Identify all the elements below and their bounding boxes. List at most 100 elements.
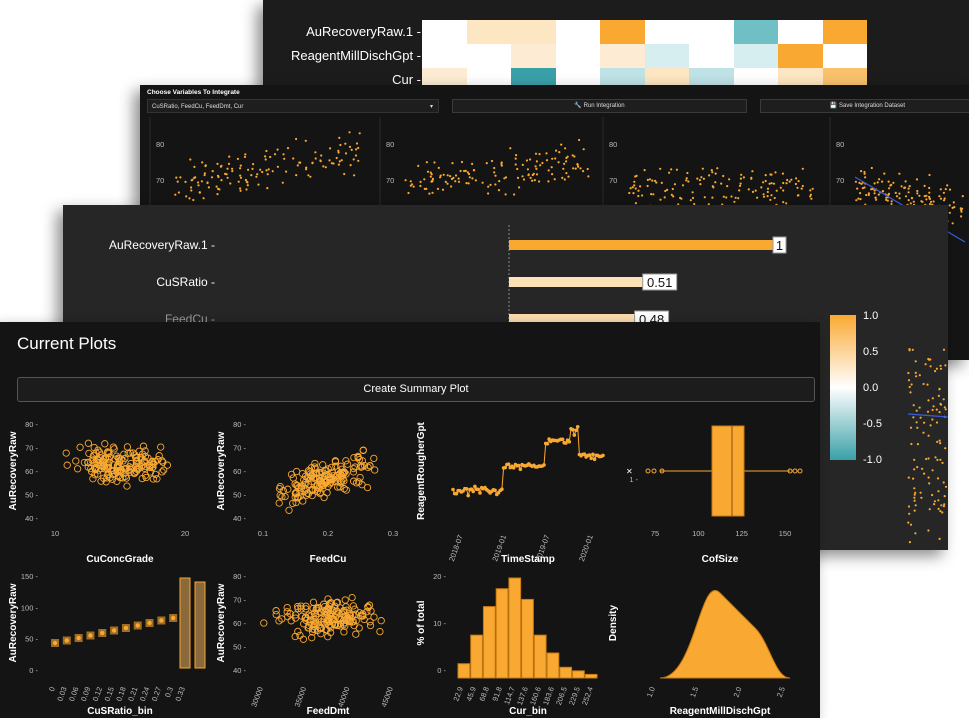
scatter-point (916, 189, 919, 193)
scatter-point (785, 202, 788, 205)
y-axis-label: AuRecoveryRaw (8, 583, 19, 662)
correlation-bar-group: CuSRatio - 0.51 (156, 273, 678, 291)
scatter-point (340, 159, 343, 162)
scatter-point (239, 167, 242, 170)
scatter-point (916, 466, 919, 469)
scatter-point (578, 138, 581, 142)
scatter-point (691, 196, 695, 200)
scatter-point (193, 165, 196, 168)
scatter-point (535, 167, 538, 170)
scatter-point (137, 453, 145, 462)
scatter-point (198, 191, 201, 194)
scatter-point (244, 153, 247, 156)
variable-select[interactable]: CuSRatio, FeedCu, FeedDmt, Cur ▾ (147, 99, 439, 113)
scatter-point (762, 181, 765, 184)
scatter-point (272, 610, 280, 619)
scatter-point (292, 498, 300, 507)
scatter-point (304, 473, 312, 481)
scatter-point (916, 426, 919, 429)
scatter-point (551, 173, 554, 176)
scatter-point (148, 457, 156, 465)
scatter-point (526, 168, 529, 171)
save-integration-button[interactable]: 💾 Save Integration Dataset (760, 99, 969, 113)
scatter-point (865, 193, 868, 197)
scatter-point (888, 187, 891, 190)
scatter-point (801, 167, 804, 170)
scatter-point (894, 191, 897, 194)
scatter-point (923, 195, 926, 198)
scatter-point (942, 398, 945, 401)
scatter-point (295, 174, 298, 177)
box-point (64, 638, 70, 643)
scatter-point (961, 195, 964, 198)
scatter-point (898, 192, 901, 195)
scatter-point (454, 174, 458, 177)
scatter-point (785, 182, 788, 185)
scatter-point (747, 188, 750, 191)
scatter-point (766, 190, 769, 194)
scatter-point (284, 485, 292, 493)
scatter-point (358, 132, 361, 135)
histogram-bar (572, 670, 585, 679)
scatter-point (935, 421, 939, 424)
scatter-point (925, 198, 928, 201)
scatter-point (80, 458, 89, 467)
scatter-point (943, 197, 946, 200)
scatter-point (231, 170, 234, 173)
scatter-point (541, 161, 544, 165)
scatter-point (873, 189, 876, 192)
scatter-point (371, 466, 379, 474)
scatter-point (907, 476, 910, 479)
scatter-point (94, 466, 103, 474)
scatter-point (927, 476, 930, 479)
run-integration-label: Run Integration (583, 103, 625, 109)
y-tick-label: 60 - (233, 619, 246, 628)
scatter-point (737, 197, 740, 200)
scatter-point (433, 161, 436, 164)
scatter-point (953, 206, 956, 209)
scatter-point (944, 485, 948, 488)
y-tick-label: 80 - (233, 572, 246, 581)
scatter-point (444, 180, 447, 183)
box-point (111, 628, 117, 633)
scatter-point (786, 178, 789, 182)
create-summary-plot-button[interactable]: Create Summary Plot (17, 377, 815, 402)
scatter-point (353, 174, 356, 177)
scatter-point (671, 187, 674, 191)
scatter-point (910, 383, 913, 386)
scatter-point (292, 489, 300, 497)
scatter-point (685, 177, 688, 180)
scatter-point (346, 617, 354, 625)
scatter-point (308, 628, 317, 636)
scatter-point (357, 146, 360, 150)
scatter-point (339, 143, 342, 147)
scatter-point (754, 189, 757, 192)
scatter-point (914, 532, 917, 535)
heatmap-cell (422, 44, 467, 68)
scatter-point (500, 161, 503, 164)
scatter-point (257, 183, 260, 186)
scatter-point (629, 187, 632, 190)
chevron-down-icon: ▾ (429, 104, 433, 110)
scatter-point (504, 176, 508, 179)
scatter-point (320, 154, 323, 157)
scatter-point (320, 615, 328, 623)
run-integration-button[interactable]: 🔧 Run Integration (452, 99, 747, 113)
scatter-point (938, 439, 941, 442)
correlation-bar-label: AuRecoveryRaw.1 - (109, 238, 215, 252)
scatter-point (564, 147, 567, 150)
scatter-point (943, 406, 946, 409)
y-tick-label: 70 - (233, 444, 246, 453)
scatter-point (239, 189, 242, 192)
scatter-point (366, 462, 374, 470)
scatter-point (532, 172, 535, 175)
scatter-point (904, 195, 908, 198)
scatter-point (885, 198, 888, 201)
scatter-point (203, 174, 206, 177)
scatter-point (887, 180, 890, 183)
scatter-point (184, 180, 187, 183)
scatter-point (141, 447, 149, 455)
x-tick-label: 68.8 (477, 686, 490, 703)
scatter-point (654, 179, 657, 182)
scatter-point (960, 215, 963, 218)
